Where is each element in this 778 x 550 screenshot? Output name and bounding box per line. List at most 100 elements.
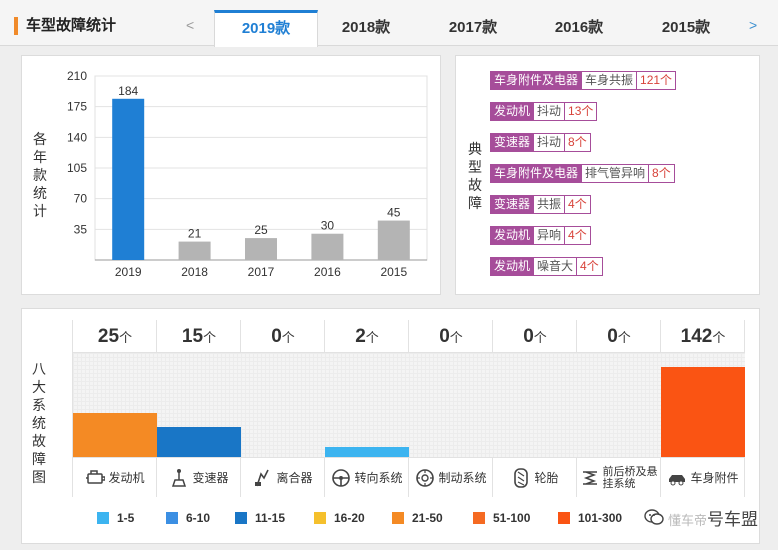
legend-label: 101-300 xyxy=(578,511,623,525)
x-tick-label: 2019 xyxy=(115,265,142,279)
system-column[interactable]: 0个 离合器 xyxy=(241,320,325,497)
system-column[interactable]: 15个 变速器 xyxy=(157,320,241,497)
legend-label: 16-20 xyxy=(334,511,365,525)
system-footer: 前后桥及悬挂系统 xyxy=(577,457,661,497)
y-tick-label: 210 xyxy=(67,69,87,83)
prev-tab-button[interactable]: < xyxy=(186,17,195,33)
system-footer: 发动机 xyxy=(73,457,157,497)
system-count: 25个 xyxy=(73,320,157,353)
fault-tag[interactable]: 车身附件及电器 车身共振 121个 xyxy=(490,71,677,90)
tab-2017[interactable]: 2017款 xyxy=(448,19,498,36)
bar-value-label: 30 xyxy=(321,219,335,233)
y-tick-label: 175 xyxy=(67,100,87,114)
fault-description: 抖动 xyxy=(534,102,566,121)
fault-system: 车身附件及电器 xyxy=(490,164,583,183)
system-bar-area xyxy=(493,353,577,457)
systems-label-char: 故 xyxy=(32,433,46,449)
legend-item: 6-10 xyxy=(166,512,210,526)
x-tick-label: 2016 xyxy=(314,265,341,279)
system-label: 变速器 xyxy=(192,471,229,485)
bar-2018 xyxy=(178,241,211,260)
legend-swatch xyxy=(473,512,485,524)
system-bar-area xyxy=(577,353,661,457)
next-tab-button[interactable]: > xyxy=(749,17,758,33)
fault-description: 异响 xyxy=(534,226,566,245)
fault-tag[interactable]: 变速器 共振 4个 xyxy=(490,195,591,214)
systems-label-char: 障 xyxy=(32,451,46,467)
system-column[interactable]: 0个 前后桥及悬挂系统 xyxy=(577,320,661,497)
systems-label-char: 八 xyxy=(32,361,46,377)
system-count-value: 0 xyxy=(607,326,618,347)
legend-swatch xyxy=(558,512,570,524)
system-bar xyxy=(157,427,241,457)
legend-item: 1-5 xyxy=(97,512,134,526)
system-bar-area xyxy=(73,353,157,457)
fault-system: 发动机 xyxy=(490,102,535,121)
system-column[interactable]: 25个发动机 xyxy=(73,320,157,497)
system-bar-area xyxy=(241,353,325,457)
year-stats-label-char: 款 xyxy=(33,167,47,183)
fault-tag[interactable]: 车身附件及电器 排气管异响 8个 xyxy=(490,164,675,183)
systems-label-char: 系 xyxy=(32,397,46,413)
system-column[interactable]: 0个制动系统 xyxy=(409,320,493,497)
year-stats-label-char: 各 xyxy=(33,131,47,147)
legend-label: 11-15 xyxy=(255,511,286,525)
fault-tag[interactable]: 发动机 噪音大 4个 xyxy=(490,257,603,276)
year-stats-label: 各年款统计 xyxy=(32,130,48,220)
system-count-value: 25 xyxy=(97,326,120,347)
system-count: 0个 xyxy=(409,320,493,353)
fault-count: 4个 xyxy=(565,195,591,214)
gearshift-icon xyxy=(172,468,187,487)
legend-item: 16-20 xyxy=(314,512,365,526)
year-stats-label-char: 年 xyxy=(33,149,47,165)
system-footer: 转向系统 xyxy=(325,457,409,497)
legend-label: 1-5 xyxy=(117,511,135,525)
legend-label: 51-100 xyxy=(493,511,531,525)
title-accent xyxy=(14,17,18,35)
bar-2019 xyxy=(112,98,145,261)
typical-faults-label-char: 典 xyxy=(468,141,482,157)
fault-count: 4个 xyxy=(577,257,603,276)
legend-swatch xyxy=(314,512,326,524)
legend-swatch xyxy=(392,512,404,524)
fault-tag[interactable]: 发动机 抖动 13个 xyxy=(490,102,598,121)
fault-system: 发动机 xyxy=(490,257,535,276)
fault-description: 车身共振 xyxy=(582,71,638,90)
system-label: 车身附件 xyxy=(690,471,739,485)
system-label: 发动机 xyxy=(108,471,145,485)
systems-label-char: 统 xyxy=(32,415,46,431)
bar-value-label: 21 xyxy=(188,227,202,241)
system-count: 2个 xyxy=(325,320,409,353)
system-count-value: 0 xyxy=(523,326,534,347)
x-tick-label: 2015 xyxy=(380,265,407,279)
system-column[interactable]: 0个 轮胎 xyxy=(493,320,577,497)
legend-label: 6-10 xyxy=(186,511,211,525)
system-count: 0个 xyxy=(493,320,577,353)
y-tick-label: 35 xyxy=(74,222,88,236)
year-bar-chart: 35 70 105 140 175 210 184 2019 21 2018 25 2017 30 201… xyxy=(67,69,428,279)
system-count-value: 2 xyxy=(355,326,366,347)
fault-tag[interactable]: 发动机 异响 4个 xyxy=(490,226,591,245)
system-column[interactable]: 142个 车身附件 xyxy=(661,320,745,497)
tire-icon xyxy=(514,467,529,488)
system-bar xyxy=(325,447,409,457)
system-footer: 离合器 xyxy=(241,457,325,497)
bar-value-label: 25 xyxy=(254,223,268,237)
tab-2019[interactable]: 2019款 xyxy=(214,10,318,47)
system-count-value: 15 xyxy=(181,326,204,347)
tab-2018[interactable]: 2018款 xyxy=(341,19,391,36)
fault-description: 排气管异响 xyxy=(582,164,650,183)
system-column[interactable]: 2个转向系统 xyxy=(325,320,409,497)
system-count-value: 142 xyxy=(680,326,713,347)
fault-tag[interactable]: 变速器 抖动 8个 xyxy=(490,133,591,152)
system-footer: 制动系统 xyxy=(409,457,493,497)
watermark: 懂车帝号车盟 xyxy=(644,505,759,529)
legend-item: 21-50 xyxy=(392,512,443,526)
fault-description: 共振 xyxy=(534,195,566,214)
system-bar-area xyxy=(661,353,745,457)
watermark-text: 懂车帝号车盟 xyxy=(668,509,759,529)
system-footer: 车身附件 xyxy=(661,457,745,497)
tab-2016[interactable]: 2016款 xyxy=(554,19,604,36)
tab-2015[interactable]: 2015款 xyxy=(661,19,711,36)
year-stats-label-char: 统 xyxy=(33,185,47,201)
